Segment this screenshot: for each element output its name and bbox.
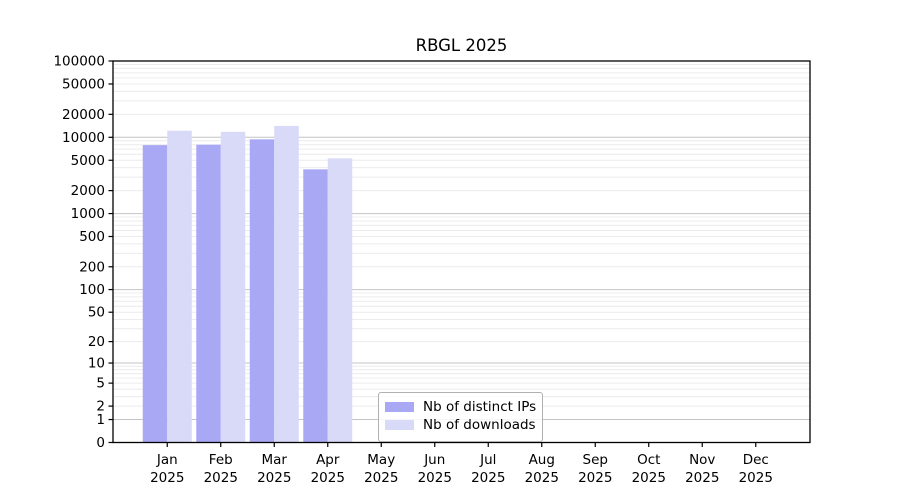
bar-downloads-jan <box>167 130 192 443</box>
legend-swatch-distinct-ips <box>385 402 414 412</box>
y-tick-label: 50000 <box>62 76 105 92</box>
legend-label-distinct-ips: Nb of distinct IPs <box>423 399 537 415</box>
y-tick-label: 20 <box>88 334 105 350</box>
x-tick-label-month: Sep <box>583 452 608 468</box>
y-tick-label: 50 <box>88 305 105 321</box>
bar-distinct-ips-feb <box>196 144 221 443</box>
x-tick-label-year: 2025 <box>150 470 184 486</box>
y-tick-label: 20000 <box>62 107 105 123</box>
bar-distinct-ips-mar <box>249 139 275 443</box>
y-tick-label: 200 <box>79 259 105 275</box>
bar-distinct-ips-jan <box>142 145 168 443</box>
x-tick-label-year: 2025 <box>525 470 559 486</box>
bar-downloads-mar <box>274 125 299 443</box>
x-tick-label-month: Feb <box>209 452 233 468</box>
chart-title: RBGL 2025 <box>415 36 508 55</box>
x-tick-label-year: 2025 <box>418 470 452 486</box>
legend: Nb of distinct IPs Nb of downloads <box>378 392 543 442</box>
y-tick-label: 100000 <box>53 54 105 70</box>
x-tick-label-year: 2025 <box>739 470 773 486</box>
y-tick-label: 1000 <box>71 206 105 222</box>
x-tick-label-month: Mar <box>262 452 288 468</box>
legend-label-downloads: Nb of downloads <box>423 417 536 433</box>
y-tick-label: 2 <box>96 399 105 415</box>
plot-border <box>112 60 811 444</box>
x-tick-label-month: Apr <box>316 452 340 468</box>
x-tick-label-month: Nov <box>689 452 715 468</box>
x-tick-label-month: Oct <box>637 452 660 468</box>
x-tick-label-month: Jun <box>423 452 445 468</box>
bar-distinct-ips-apr <box>303 169 328 443</box>
x-tick-label-month: Aug <box>529 452 555 468</box>
x-tick-label-year: 2025 <box>204 470 238 486</box>
legend-item-downloads: Nb of downloads <box>379 416 542 434</box>
legend-item-distinct-ips: Nb of distinct IPs <box>379 398 542 416</box>
x-tick-label-year: 2025 <box>578 470 612 486</box>
x-tick-label-month: Jan <box>156 452 178 468</box>
y-tick-label: 1 <box>96 412 105 428</box>
x-tick-label-month: Dec <box>743 452 769 468</box>
y-tick-label: 100 <box>79 282 105 298</box>
x-tick-label-year: 2025 <box>685 470 719 486</box>
y-tick-label: 5000 <box>71 153 105 169</box>
x-tick-label-month: May <box>367 452 395 468</box>
y-tick-label: 5 <box>96 376 105 392</box>
y-tick-label: 0 <box>96 435 105 451</box>
y-tick-label: 10 <box>88 356 105 372</box>
x-tick-label-month: Jul <box>479 452 496 468</box>
x-tick-label-year: 2025 <box>257 470 291 486</box>
x-tick-label-year: 2025 <box>632 470 666 486</box>
x-tick-label-year: 2025 <box>311 470 345 486</box>
bar-downloads-feb <box>220 131 246 443</box>
legend-swatch-downloads <box>385 420 414 430</box>
bar-downloads-apr <box>327 158 353 443</box>
x-tick-label-year: 2025 <box>471 470 505 486</box>
y-tick-label: 2000 <box>71 183 105 199</box>
y-tick-label: 500 <box>79 229 105 245</box>
y-tick-label: 10000 <box>62 130 105 146</box>
x-tick-label-year: 2025 <box>364 470 398 486</box>
